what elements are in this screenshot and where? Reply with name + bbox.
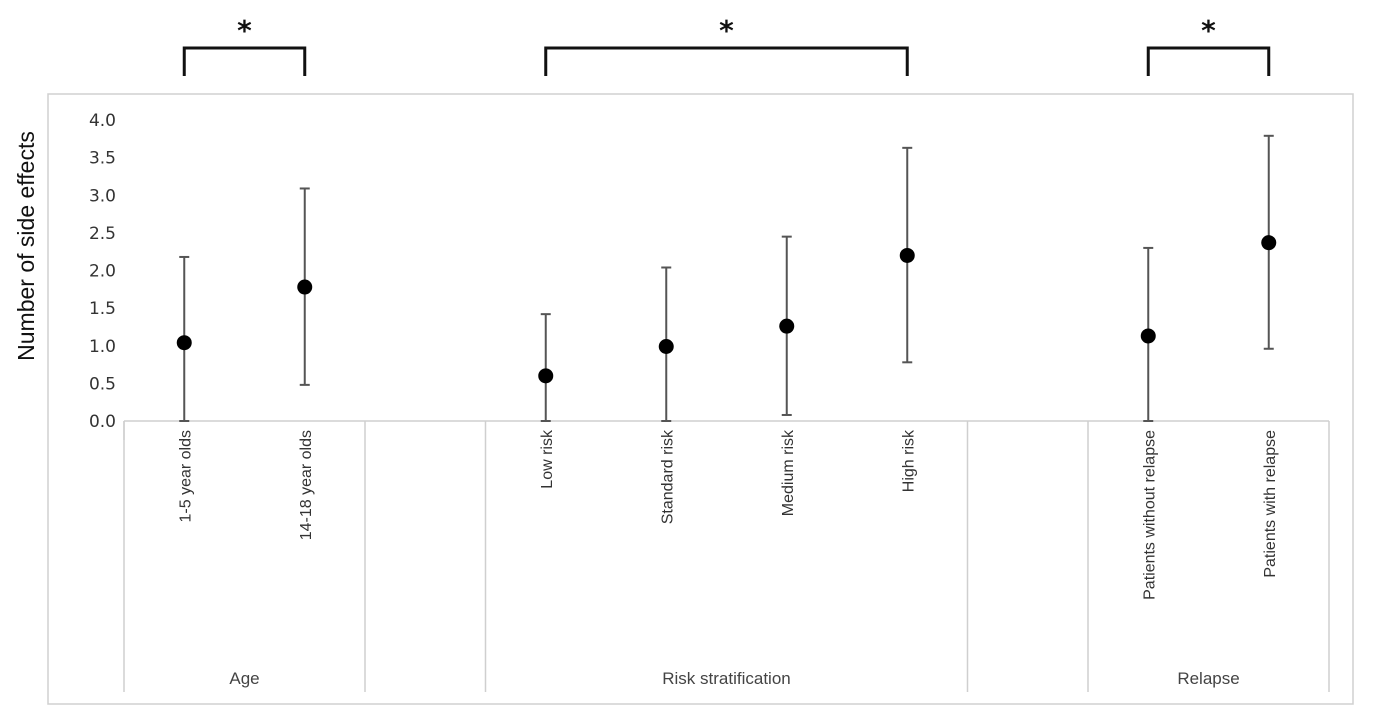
significance-bracket — [544, 46, 909, 76]
category-label: Low risk — [539, 429, 556, 489]
significance-bracket — [1146, 46, 1271, 76]
y-tick-label: 1.5 — [89, 299, 116, 319]
y-tick-label: 2.0 — [89, 262, 116, 282]
y-tick-label: 4.0 — [89, 111, 116, 131]
x-axis — [123, 420, 1330, 692]
group-label: Relapse — [1177, 669, 1239, 688]
y-tick-label: 1.0 — [89, 337, 116, 357]
significance-bracket — [182, 46, 307, 76]
y-tick-label: 2.5 — [89, 224, 116, 244]
data-point — [297, 279, 313, 295]
significance-star: * — [1201, 14, 1216, 47]
data-point — [176, 335, 192, 351]
error-bars — [179, 134, 1274, 422]
category-label: High risk — [900, 429, 917, 492]
category-label: Medium risk — [780, 429, 797, 516]
category-label: 14-18 year olds — [298, 430, 315, 540]
group-label: Risk stratification — [662, 669, 790, 688]
category-label: Standard risk — [659, 429, 676, 524]
data-point — [658, 339, 674, 355]
y-axis-label: Number of side effects — [13, 131, 39, 361]
data-point — [899, 247, 915, 263]
y-axis-ticks: 0.0 0.5 1.0 1.5 2.0 2.5 3.0 3.5 4.0 — [89, 111, 116, 432]
significance-star: * — [237, 14, 252, 47]
y-tick-label: 0.0 — [89, 412, 116, 432]
category-label: Patients with relapse — [1262, 430, 1279, 578]
y-tick-label: 0.5 — [89, 374, 116, 394]
group-labels: Age Risk stratification Relapse — [229, 669, 1239, 688]
significance-star: * — [719, 14, 734, 47]
y-tick-label: 3.5 — [89, 149, 116, 169]
category-labels: 1-5 year olds 14-18 year olds Low risk Stan… — [177, 429, 1279, 600]
data-points — [176, 235, 1277, 384]
data-point — [538, 368, 554, 384]
significance-brackets: * * * — [182, 14, 1271, 76]
group-label: Age — [229, 669, 259, 688]
y-tick-label: 3.0 — [89, 186, 116, 206]
data-point — [779, 318, 795, 334]
chart-frame — [47, 93, 1354, 705]
data-point — [1140, 328, 1156, 344]
category-label: Patients without relapse — [1141, 430, 1158, 600]
category-label: 1-5 year olds — [177, 430, 194, 523]
data-point — [1261, 235, 1277, 251]
